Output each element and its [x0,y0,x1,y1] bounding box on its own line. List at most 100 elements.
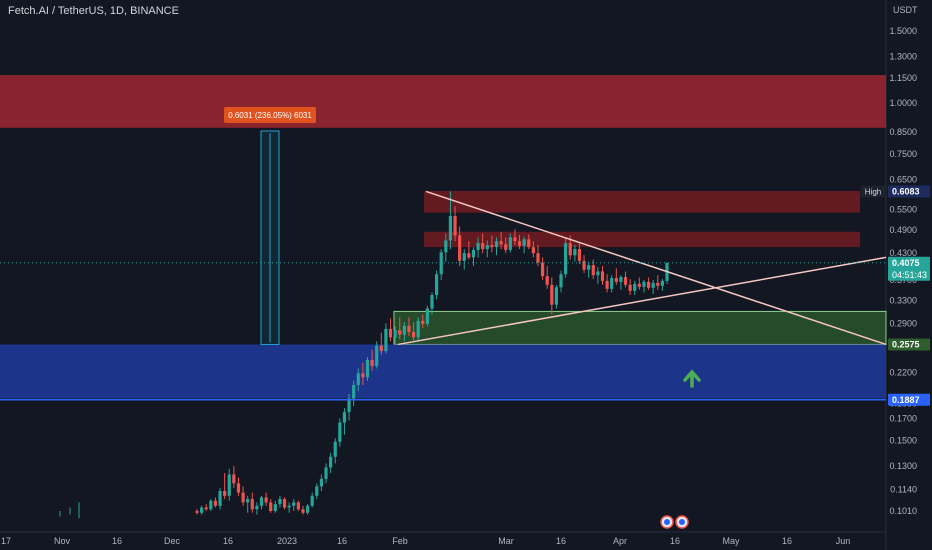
candle-body [384,328,388,352]
candle-body [278,499,282,505]
candle-body [352,385,356,399]
candle-body [540,262,545,277]
candle-body [425,308,429,324]
price-tick-label: 0.7500 [889,149,917,159]
candle-body [467,253,471,258]
date-tick-label: 2023 [277,536,297,546]
candle-body [527,239,531,248]
candle-body [227,474,231,496]
date-tick-label: May [722,536,740,546]
candle-body [458,235,462,261]
candle-body [338,422,342,442]
candle-body [642,281,646,287]
price-tick-label: 0.1500 [889,436,917,446]
candle-body [213,500,218,506]
zone-resistance-major [0,75,886,128]
candle-body [301,509,305,513]
candle-body [628,284,632,291]
up-arrow-icon [683,369,701,388]
candle-body [564,243,568,275]
candle-body [421,320,425,324]
candle-body [660,280,664,286]
candle-body [273,504,277,511]
candle-body [375,345,379,367]
date-tick-label: Dec [164,536,181,546]
candle-body [494,241,499,248]
candle-body [623,277,628,285]
candle-body [204,507,208,510]
candle-body [223,491,227,496]
candle-body [508,237,512,250]
date-tick-label: Mar [498,536,514,546]
candle-body [619,277,623,282]
candle-body [536,253,540,263]
candle-body [646,281,651,288]
candle-body [559,274,563,288]
candle-body [310,495,314,506]
candle-body [453,215,457,236]
price-tick-label: 0.2900 [889,318,917,328]
measure-label-box [224,107,316,123]
candle-body [481,243,485,250]
candle-body [605,280,609,289]
candle-body [490,245,494,248]
candle-body [319,478,324,487]
price-tick-label: 0.4300 [889,248,917,258]
date-tick-label: 16 [556,536,566,546]
high-tag: High [865,187,881,196]
candle-body [356,373,360,386]
candle-body [522,239,526,246]
descending-trendline[interactable] [425,190,887,346]
zone-resistance-upper [424,190,860,213]
candle-body [232,474,236,484]
candle-body [347,398,351,413]
price-tick-label: 0.8500 [889,127,917,137]
date-tick-label: 17 [1,536,11,546]
candle-body [614,278,618,282]
high-tag-box [861,185,886,198]
date-tick-label: 16 [782,536,792,546]
candle-body [582,260,586,270]
countdown-label: 04:51:43 [892,270,927,280]
price-tick-label: 0.6500 [889,175,917,185]
candle-body [407,325,411,333]
price-tick-label: 0.2200 [889,367,917,377]
candle-body [264,497,268,503]
price-label: 0.6083 [892,186,920,196]
price-tick-label: 1.5000 [889,26,917,36]
candle-body [439,252,443,275]
candle-body [282,499,287,508]
candle-body [236,483,241,493]
candle-body [633,283,637,291]
price-tick-label: 0.1300 [889,461,917,471]
price-label: 0.1887 [892,395,920,405]
candle-body [333,441,337,457]
date-tick-label: Jun [836,536,851,546]
candle-body [195,511,199,513]
candle-body [269,502,273,511]
candle-body [554,287,559,305]
candle-body [499,241,503,245]
candle-body [402,325,406,335]
candle-body [600,271,605,281]
candle-body [651,282,655,288]
zone-resistance-mid [424,231,860,248]
candle-body [296,502,300,510]
price-label-box [888,393,930,406]
candle-body [637,283,641,287]
price-tick-label: 0.4900 [889,225,917,235]
symbol-title: Fetch.AI / TetherUS, 1D, BINANCE [8,5,179,17]
price-label: 0.2575 [892,339,920,349]
candle-body [485,245,489,250]
price-label-box [888,256,930,281]
price-tick-label: 0.5500 [889,204,917,214]
candle-body [591,265,595,276]
candle-body [476,243,480,250]
date-tick-label: 16 [670,536,680,546]
ascending-trendline[interactable] [397,256,887,346]
candle-body [517,241,522,246]
candle-body [393,330,397,338]
candle-body [342,412,347,423]
candle-body [550,284,554,305]
